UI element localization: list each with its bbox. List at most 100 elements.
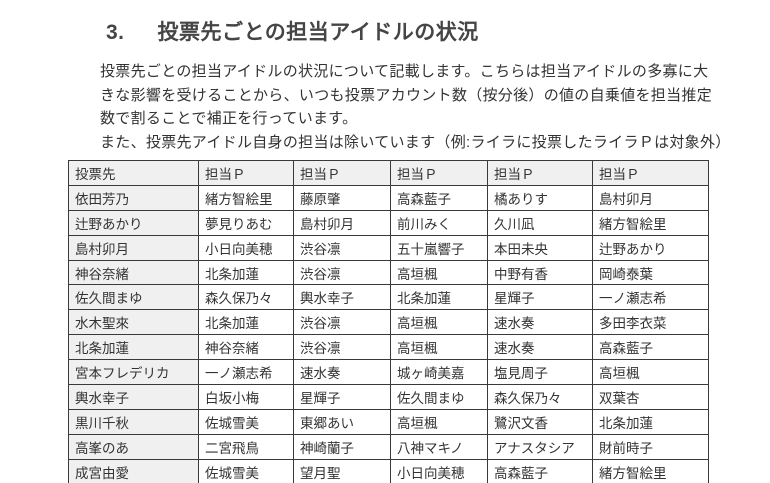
producer-cell: 財前時子	[592, 433, 709, 460]
vote-target-cell: 島村卯月	[68, 234, 199, 261]
producer-cell: 多田李衣菜	[592, 309, 709, 336]
section-number: 3.	[106, 21, 125, 44]
producer-cell: 佐城雪美	[198, 408, 294, 435]
header-cell: 担当Ｐ	[592, 160, 709, 186]
producer-cell: 東郷あい	[293, 408, 391, 435]
producer-cell: 緒方智絵里	[592, 458, 709, 483]
producer-cell: 高垣楓	[390, 309, 488, 336]
table-row: 神谷奈緒 北条加蓮 渋谷凛 高垣楓 中野有香 岡崎泰葉	[68, 259, 709, 286]
producer-cell: 本田未央	[487, 234, 593, 261]
producer-cell: 緒方智絵里	[592, 209, 709, 236]
header-cell: 担当Ｐ	[487, 160, 593, 186]
producer-cell: 星輝子	[293, 384, 391, 410]
vote-target-cell: 水木聖來	[68, 309, 199, 336]
producer-cell: 一ノ瀬志希	[592, 284, 709, 311]
producer-cell: 高森藍子	[390, 184, 488, 211]
header-cell: 担当Ｐ	[293, 160, 391, 186]
table-head: 投票先 担当Ｐ 担当Ｐ 担当Ｐ 担当Ｐ 担当Ｐ	[68, 160, 709, 186]
intro-line: また、投票先アイドル自身の担当は除いています（例:ライラに投票したライラＰは対象…	[100, 133, 731, 151]
header-cell: 投票先	[68, 160, 199, 186]
intro-paragraph: 投票先ごとの担当アイドルの状況について記載します。こちらは担当アイドルの多寡に大…	[100, 60, 731, 154]
producer-cell: 佐城雪美	[198, 458, 294, 483]
producer-cell: 島村卯月	[592, 184, 709, 211]
producer-cell: 北条加蓮	[592, 408, 709, 435]
table-row: 成宮由愛 佐城雪美 望月聖 小日向美穂 高森藍子 緒方智絵里	[68, 458, 709, 483]
table-row: 宮本フレデリカ 一ノ瀬志希 速水奏 城ヶ崎美嘉 塩見周子 高垣楓	[68, 359, 709, 386]
producer-cell: 白坂小梅	[198, 384, 294, 410]
vote-target-cell: 宮本フレデリカ	[68, 359, 199, 386]
section-title: 投票先ごとの担当アイドルの状況	[157, 21, 479, 44]
producer-cell: 双葉杏	[592, 384, 709, 410]
producer-cell: 高垣楓	[390, 334, 488, 361]
intro-line: 数で割ることで補正を行っています。	[100, 110, 358, 127]
vote-target-cell: 神谷奈緒	[68, 259, 199, 286]
header-cell: 担当Ｐ	[390, 160, 488, 186]
producer-cell: 高垣楓	[390, 259, 488, 286]
producer-cell: 城ヶ崎美嘉	[390, 359, 488, 386]
table-row: 高峯のあ 二宮飛鳥 神崎蘭子 八神マキノ アナスタシア 財前時子	[68, 433, 709, 460]
producer-cell: 藤原肇	[293, 184, 391, 211]
header-cell: 担当Ｐ	[198, 160, 294, 186]
producer-cell: 小日向美穂	[390, 458, 488, 483]
producer-cell: 一ノ瀬志希	[198, 359, 294, 386]
producer-cell: アナスタシア	[487, 433, 593, 460]
intro-line: 投票先ごとの担当アイドルの状況について記載します。こちらは担当アイドルの多寡に大	[100, 63, 709, 80]
producer-cell: 速水奏	[293, 359, 391, 386]
producer-cell: 八神マキノ	[390, 433, 488, 460]
table-header-row: 投票先 担当Ｐ 担当Ｐ 担当Ｐ 担当Ｐ 担当Ｐ	[68, 160, 709, 186]
idol-assignment-table: 投票先 担当Ｐ 担当Ｐ 担当Ｐ 担当Ｐ 担当Ｐ 依田芳乃 緒方智絵里 藤原肇 高森藍子 橘ありす島…	[68, 160, 709, 483]
table-row: 依田芳乃 緒方智絵里 藤原肇 高森藍子 橘ありす 島村卯月	[68, 184, 709, 211]
producer-cell: 鷺沢文香	[487, 408, 593, 435]
producer-cell: 緒方智絵里	[198, 184, 294, 211]
table-row: 水木聖來 北条加蓮 渋谷凛 高垣楓 速水奏 多田李衣菜	[68, 309, 709, 336]
producer-cell: 五十嵐響子	[390, 234, 488, 261]
producer-cell: 岡崎泰葉	[592, 259, 709, 286]
producer-cell: 高森藍子	[487, 458, 593, 483]
producer-cell: 北条加蓮	[198, 259, 294, 286]
vote-target-cell: 依田芳乃	[68, 184, 199, 211]
table-body: 依田芳乃 緒方智絵里 藤原肇 高森藍子 橘ありす 島村卯月 辻野あかり 夢見りあむ 島村卯月 前川…	[68, 184, 709, 483]
producer-cell: 森久保乃々	[198, 284, 294, 311]
producer-cell: 星輝子	[487, 284, 593, 311]
producer-cell: 速水奏	[487, 334, 593, 361]
table-row: 黒川千秋 佐城雪美 東郷あい 高垣楓 鷺沢文香 北条加蓮	[68, 408, 709, 435]
producer-cell: 北条加蓮	[198, 309, 294, 336]
producer-cell: 輿水幸子	[293, 284, 391, 311]
producer-cell: 佐久間まゆ	[390, 384, 488, 410]
intro-line: きな影響を受けることから、いつも投票アカウント数（按分後）の値の自乗値を担当推定	[100, 86, 713, 104]
vote-target-cell: 黒川千秋	[68, 408, 199, 435]
producer-cell: 望月聖	[293, 458, 391, 483]
vote-target-cell: 辻野あかり	[68, 209, 199, 236]
section-heading: 3. 投票先ごとの担当アイドルの状況	[106, 16, 479, 46]
table-row: 辻野あかり 夢見りあむ 島村卯月 前川みく 久川凪 緒方智絵里	[68, 209, 709, 236]
producer-cell: 塩見周子	[487, 359, 593, 386]
producer-cell: 渋谷凛	[293, 259, 391, 286]
vote-target-cell: 北条加蓮	[68, 334, 199, 361]
producer-cell: 高森藍子	[592, 334, 709, 361]
table-row: 北条加蓮 神谷奈緒 渋谷凛 高垣楓 速水奏 高森藍子	[68, 334, 709, 361]
producer-cell: 中野有香	[487, 259, 593, 286]
producer-cell: 辻野あかり	[592, 234, 709, 261]
producer-cell: 渋谷凛	[293, 334, 391, 361]
producer-cell: 森久保乃々	[487, 384, 593, 410]
producer-cell: 高垣楓	[390, 408, 488, 435]
vote-target-cell: 輿水幸子	[68, 384, 199, 410]
producer-cell: 前川みく	[390, 209, 488, 236]
vote-target-cell: 佐久間まゆ	[68, 284, 199, 311]
producer-cell: 神崎蘭子	[293, 433, 391, 460]
producer-cell: 橘ありす	[487, 184, 593, 211]
producer-cell: 島村卯月	[293, 209, 391, 236]
table-row: 島村卯月 小日向美穂 渋谷凛 五十嵐響子 本田未央 辻野あかり	[68, 234, 709, 261]
producer-cell: 渋谷凛	[293, 309, 391, 336]
table-row: 輿水幸子 白坂小梅 星輝子 佐久間まゆ 森久保乃々 双葉杏	[68, 384, 709, 410]
producer-cell: 高垣楓	[592, 359, 709, 386]
producer-cell: 渋谷凛	[293, 234, 391, 261]
producer-cell: 夢見りあむ	[198, 209, 294, 236]
producer-cell: 神谷奈緒	[198, 334, 294, 361]
producer-cell: 速水奏	[487, 309, 593, 336]
vote-target-cell: 高峯のあ	[68, 433, 199, 460]
vote-target-cell: 成宮由愛	[68, 458, 199, 483]
producer-cell: 二宮飛鳥	[198, 433, 294, 460]
producer-cell: 北条加蓮	[390, 284, 488, 311]
